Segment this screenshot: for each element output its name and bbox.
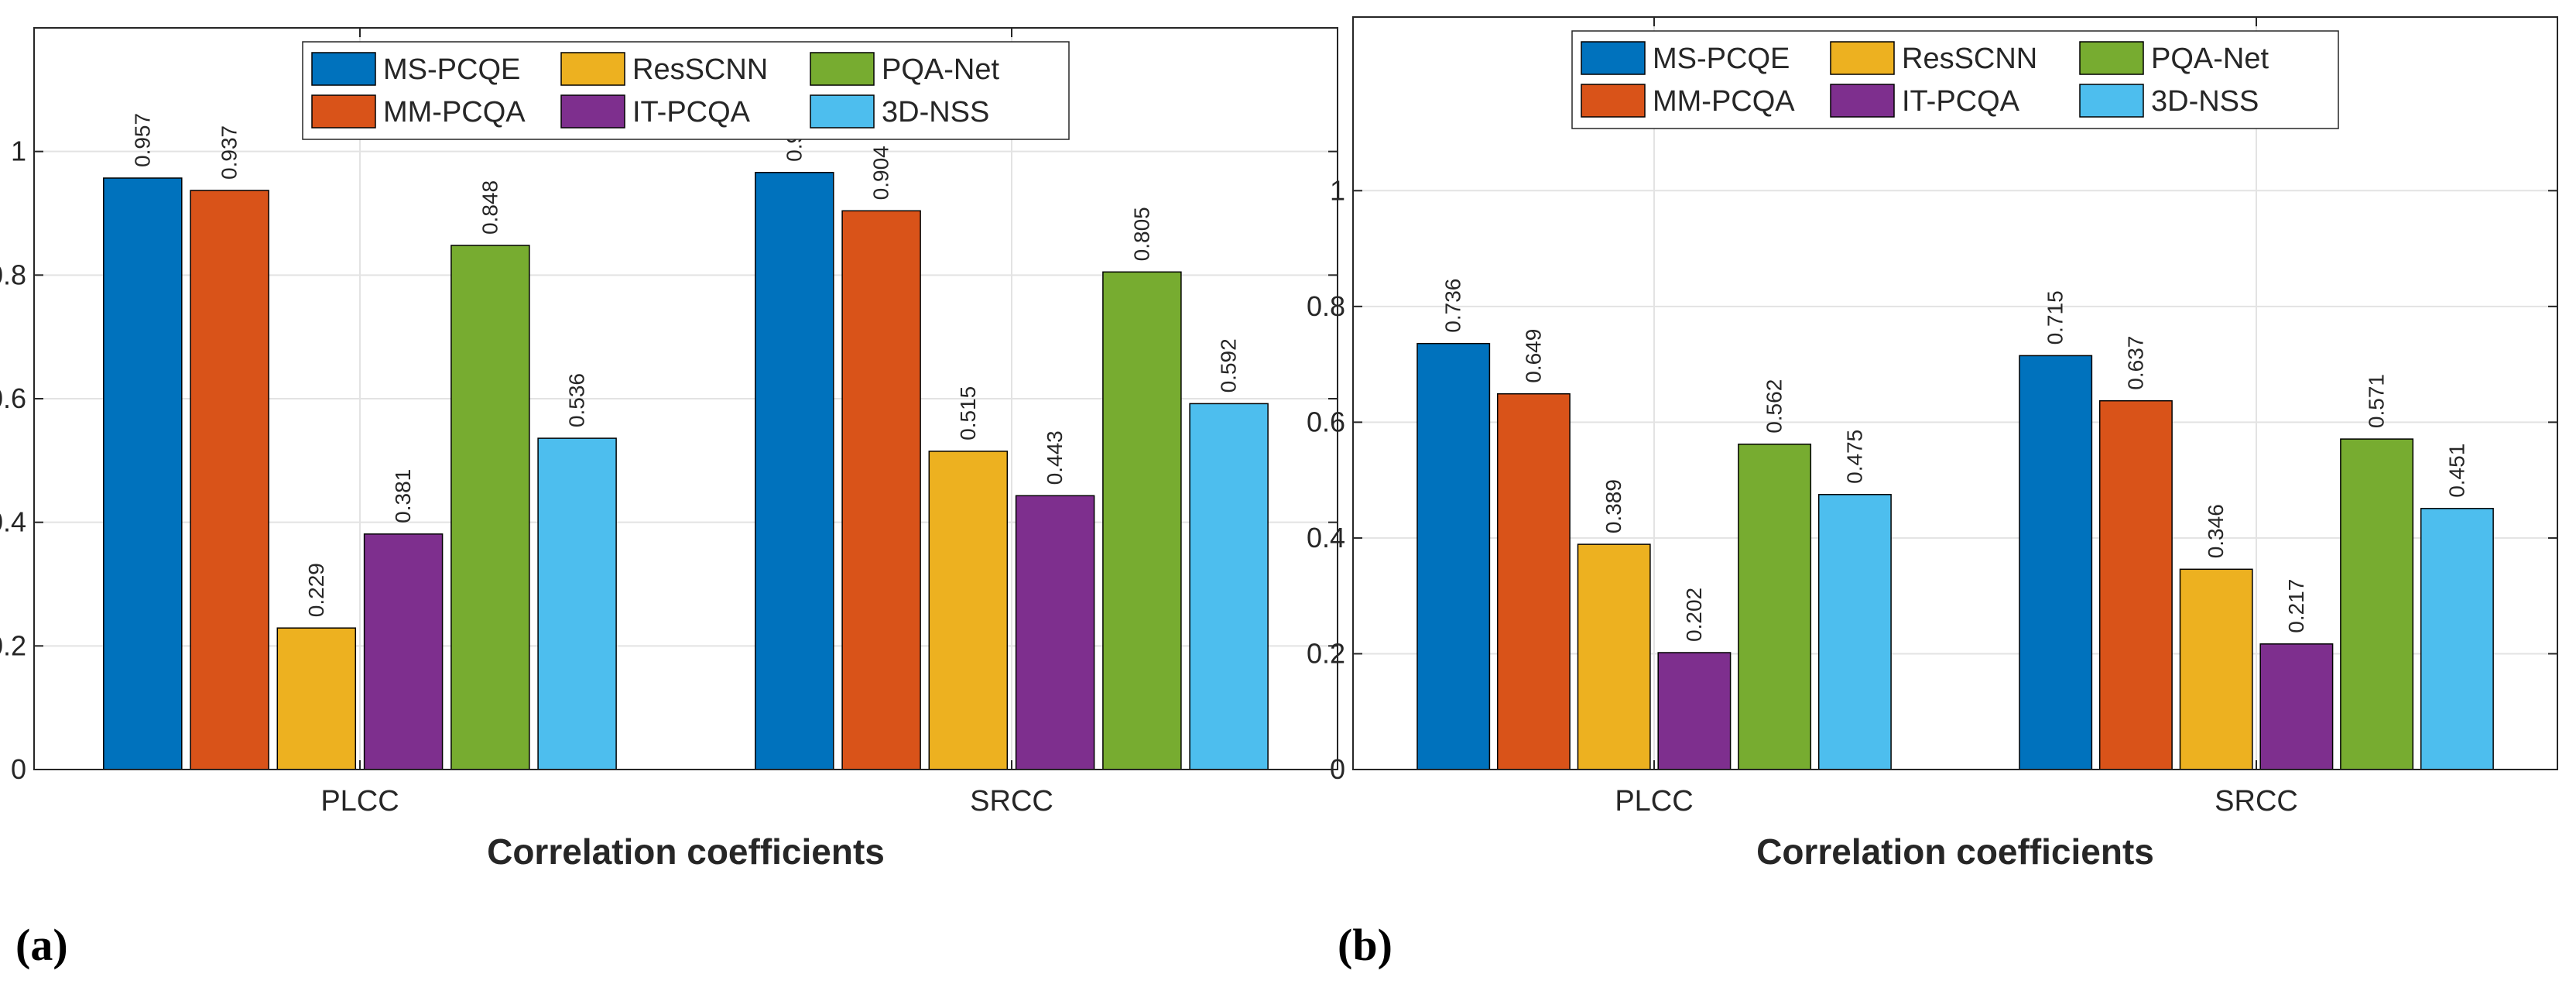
legend-swatch xyxy=(1830,84,1895,118)
bar-data-label: 0.904 xyxy=(869,146,893,200)
bar xyxy=(103,177,183,770)
bar-data-label: 0.346 xyxy=(2204,504,2228,558)
bar-data-label: 0.805 xyxy=(1129,207,1153,261)
y-tick-label: 0.4 xyxy=(1307,522,1345,554)
legend-swatch xyxy=(2079,84,2144,118)
bar-data-label: 0.229 xyxy=(304,563,328,617)
bar-data-label: 0.637 xyxy=(2123,336,2147,390)
y-tick-label: 0.6 xyxy=(1307,406,1345,437)
bar-data-label: 0.736 xyxy=(1441,279,1465,333)
panel-label: (a) xyxy=(15,920,68,970)
legend-label: 3D-NSS xyxy=(2151,85,2259,118)
bar xyxy=(1189,403,1269,770)
bar xyxy=(1577,543,1651,770)
y-tick-label: 0.8 xyxy=(0,259,26,290)
bar-data-label: 0.562 xyxy=(1762,379,1786,434)
y-tick-label: 0 xyxy=(1330,753,1345,785)
bar xyxy=(1496,393,1571,770)
bar-data-label: 0.475 xyxy=(1842,430,1866,484)
legend-label: IT-PCQA xyxy=(1902,85,2020,118)
legend-label: MS-PCQE xyxy=(383,53,520,86)
legend: MS-PCQE ResSCNN PQA-Net MM-PCQA IT-PCQA 3D-NS… xyxy=(1571,30,2339,129)
bar xyxy=(190,190,269,770)
y-tick-label: 0.4 xyxy=(0,506,26,538)
legend: MS-PCQE ResSCNN PQA-Net MM-PCQA IT-PCQA 3D-NS… xyxy=(302,41,1070,140)
legend-label: MM-PCQA xyxy=(1653,85,1795,118)
bar-data-label: 0.515 xyxy=(956,386,980,441)
bar-data-label: 0.217 xyxy=(2284,579,2308,633)
y-tick-label: 0.8 xyxy=(1307,290,1345,322)
bar-data-label: 0.937 xyxy=(218,125,242,180)
bar xyxy=(1015,495,1095,770)
bar xyxy=(2420,508,2494,770)
y-tick-label: 1 xyxy=(1330,174,1345,206)
bar xyxy=(1657,652,1732,770)
legend-label: ResSCNN xyxy=(1902,43,2037,75)
y-tick-label: 0.2 xyxy=(0,629,26,661)
bar xyxy=(2179,568,2253,770)
bar xyxy=(276,627,357,770)
bar xyxy=(755,172,834,770)
y-tick-label: 0.2 xyxy=(1307,637,1345,669)
y-tick-label: 0.6 xyxy=(0,382,26,414)
bar xyxy=(363,533,444,770)
chart-panel-a: 0.9570.9660.9370.9040.2290.5150.3810.443… xyxy=(0,27,1338,872)
legend-swatch xyxy=(2079,41,2144,75)
legend-label: IT-PCQA xyxy=(632,96,751,129)
x-tick-label: PLCC xyxy=(1615,785,1693,818)
y-tick-label: 1 xyxy=(11,135,26,167)
y-tick-label: 0 xyxy=(11,753,26,785)
x-axis-title: Correlation coefficients xyxy=(487,831,885,872)
x-axis-title: Correlation coefficients xyxy=(1756,831,2154,872)
bar xyxy=(1102,271,1182,770)
bar-data-label: 0.381 xyxy=(391,469,415,523)
legend-label: MS-PCQE xyxy=(1653,43,1790,75)
legend-swatch xyxy=(810,94,875,129)
bar-data-label: 0.649 xyxy=(1521,329,1545,383)
legend-swatch xyxy=(560,94,625,129)
legend-swatch xyxy=(311,94,376,129)
legend-swatch xyxy=(1581,84,1646,118)
legend-box xyxy=(302,41,1070,140)
legend-label: ResSCNN xyxy=(632,53,768,86)
bar xyxy=(2098,399,2173,770)
bar-data-label: 0.848 xyxy=(478,180,502,235)
legend-box xyxy=(1571,30,2339,129)
legend-swatch xyxy=(1830,41,1895,75)
x-tick-label: SRCC xyxy=(970,785,1053,818)
bar-data-label: 0.715 xyxy=(2043,290,2067,345)
bar xyxy=(450,245,530,770)
legend-swatch xyxy=(560,52,625,86)
bar-data-label: 0.957 xyxy=(130,113,154,167)
legend-swatch xyxy=(810,52,875,86)
x-tick-label: SRCC xyxy=(2215,785,2298,818)
bar-data-label: 0.451 xyxy=(2444,444,2468,498)
bar xyxy=(928,451,1009,770)
bar-data-label: 0.571 xyxy=(2365,374,2389,428)
bar xyxy=(537,437,617,770)
bar xyxy=(841,210,921,770)
bar-data-label: 0.389 xyxy=(1601,479,1625,533)
legend-label: 3D-NSS xyxy=(882,96,989,129)
bar-data-label: 0.592 xyxy=(1217,338,1241,393)
legend-label: MM-PCQA xyxy=(383,96,526,129)
legend-swatch xyxy=(311,52,376,86)
bar-data-label: 0.202 xyxy=(1682,588,1706,642)
legend-swatch xyxy=(1581,41,1646,75)
chart-panel-b: 0.736 0.715 0.649 0.637 0.389 0.346 0.202 0.217… xyxy=(1307,16,2558,872)
legend-label: PQA-Net xyxy=(882,53,999,86)
panel-label: (b) xyxy=(1338,920,1392,970)
bar xyxy=(1416,342,1491,770)
bar xyxy=(2019,355,2093,770)
bar xyxy=(1817,494,1892,770)
bar xyxy=(2340,438,2414,770)
bar-data-label: 0.536 xyxy=(565,373,589,427)
x-tick-label: PLCC xyxy=(320,785,399,818)
bar xyxy=(2259,643,2334,770)
bar-data-label: 0.443 xyxy=(1043,430,1067,485)
legend-label: PQA-Net xyxy=(2151,43,2269,75)
axes-frame xyxy=(1352,16,2558,770)
bar xyxy=(1738,444,1812,770)
